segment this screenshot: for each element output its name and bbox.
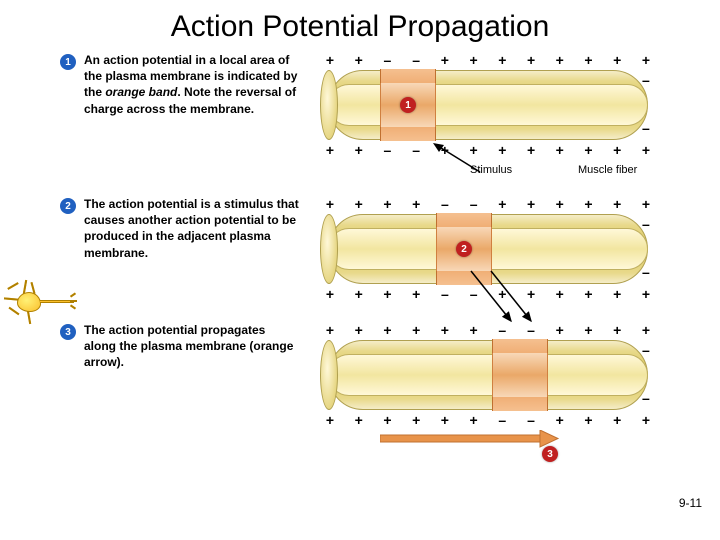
propagation-arrow	[380, 430, 560, 453]
fiber-diagram-3: ++++++––++++––––––++––––––––––++––––++++…	[320, 322, 660, 466]
page-title: Action Potential Propagation	[0, 0, 720, 52]
slide-number: 9-11	[679, 496, 702, 510]
neuron-illustration	[2, 270, 74, 340]
step-bullet-1: 1	[60, 54, 76, 70]
step-text-2: The action potential is a stimulus that …	[84, 196, 300, 261]
step-marker-2: 2	[456, 241, 472, 257]
step-bullet-2: 2	[60, 198, 76, 214]
step-row-1: 1 An action potential in a local area of …	[20, 52, 700, 180]
step-text-1: An action potential in a local area of t…	[84, 52, 300, 117]
muscle-fiber-label: Muscle fiber	[578, 164, 637, 176]
fiber-diagram-2: ++++––++++++––––++––––––––––++––––––++++…	[320, 196, 660, 306]
step-row-3: 3 The action potential propagates along t…	[20, 322, 700, 466]
stimulus-arrow	[430, 140, 490, 185]
content-area: 1 An action potential in a local area of …	[0, 52, 720, 482]
fiber-diagram-1: ++––++++++++––++––––––––––++––––––––++––…	[320, 52, 660, 180]
step-marker-1: 1	[400, 97, 416, 113]
step-row-2: 2 The action potential is a stimulus that…	[20, 196, 700, 306]
step-marker-3: 3	[542, 446, 558, 462]
stimulus-label: Stimulus	[470, 164, 512, 176]
step-text-3: The action potential propagates along th…	[84, 322, 300, 371]
